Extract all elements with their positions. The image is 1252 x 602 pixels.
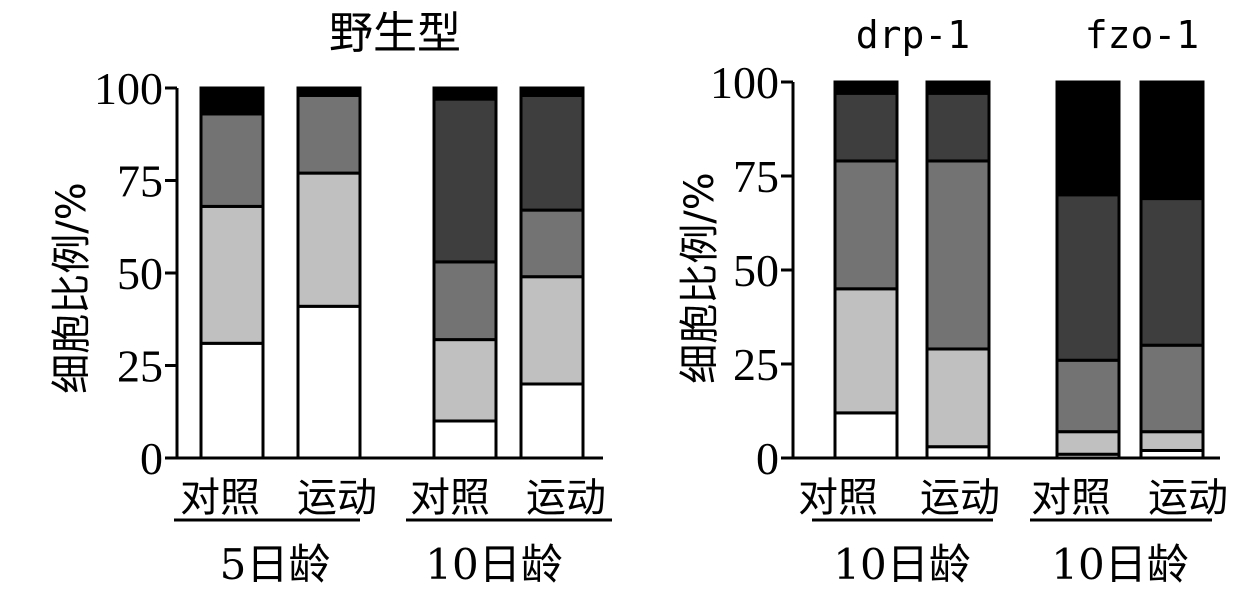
bar-segment <box>199 112 265 208</box>
category-label: 运动 <box>297 475 377 521</box>
group-label: 10日龄 <box>1051 540 1188 589</box>
y-tick-label: 100 <box>94 63 163 114</box>
chart-title: 野生型 <box>329 8 461 59</box>
category-label: 对照 <box>798 475 878 521</box>
group-label: 10日龄 <box>425 540 562 589</box>
bar-segment <box>432 260 498 342</box>
bar-segment <box>519 208 585 279</box>
y-tick-label: 50 <box>117 248 163 299</box>
panel-wild-type: 野生型 细胞比例/% 0 25 50 75 100 对照 运动 对照 运动 5日龄 10… <box>49 8 612 589</box>
y-tick-label: 75 <box>117 156 163 207</box>
bar-segment <box>833 91 899 163</box>
bar-segment <box>925 91 991 163</box>
bar-segment <box>1139 197 1205 347</box>
y-tick-label: 50 <box>733 245 779 296</box>
bar-segment <box>925 347 991 449</box>
y-tick-label: 100 <box>710 57 779 108</box>
bar-segment <box>199 204 265 345</box>
bar-segment <box>519 86 585 97</box>
bar-segment <box>1139 343 1205 434</box>
category-label: 对照 <box>410 475 490 521</box>
y-tick-label: 25 <box>733 339 779 390</box>
y-tick-label: 25 <box>117 341 163 392</box>
category-label: 对照 <box>1031 475 1111 521</box>
bar-segment <box>519 382 585 460</box>
y-ticks: 0 25 50 75 100 <box>94 63 177 484</box>
bar-segment <box>1055 193 1121 362</box>
bar-segment <box>1139 80 1205 201</box>
bar-segment <box>833 159 899 291</box>
bar-segment <box>925 445 991 460</box>
bar-segment <box>296 171 362 308</box>
group-label: 5日龄 <box>220 540 331 589</box>
category-label: 对照 <box>180 475 260 521</box>
bar-segment <box>199 86 265 116</box>
y-tick-label: 75 <box>733 151 779 202</box>
y-ticks: 0 25 50 75 100 <box>710 57 793 484</box>
group-label: 10日龄 <box>833 540 970 589</box>
panel-mutants: drp-1 fzo-1 细胞比例/% 0 25 50 75 100 对照 运动 对照 运… <box>677 13 1228 589</box>
bar-segment <box>296 93 362 175</box>
bar-segment <box>519 275 585 386</box>
bar-segment <box>833 411 899 460</box>
category-label: 运动 <box>526 475 606 521</box>
bar-segment <box>833 287 899 415</box>
bar-segment <box>833 80 899 95</box>
y-axis-label: 细胞比例/% <box>677 172 723 383</box>
subtitle-drp-1: drp-1 <box>856 13 970 57</box>
bar-segment <box>296 304 362 460</box>
bar-segment <box>432 86 498 101</box>
bar-segment <box>296 86 362 97</box>
bar-segment <box>1055 430 1121 456</box>
bar-segment <box>432 419 498 460</box>
category-label: 运动 <box>920 475 1000 521</box>
bar-segment <box>432 338 498 423</box>
bars <box>833 80 1205 460</box>
bar-segment <box>1055 358 1121 434</box>
bar-segment <box>1055 80 1121 197</box>
bar-segment <box>199 341 265 460</box>
bar-segment <box>432 97 498 264</box>
bars <box>199 86 585 460</box>
bar-segment <box>1139 430 1205 452</box>
bar-segment <box>519 93 585 212</box>
y-tick-label: 0 <box>756 433 779 484</box>
bar-segment <box>925 80 991 95</box>
category-label: 运动 <box>1148 475 1228 521</box>
bar-segment <box>925 159 991 351</box>
subtitle-fzo-1: fzo-1 <box>1085 13 1199 57</box>
y-axis-label: 细胞比例/% <box>49 182 95 393</box>
y-tick-label: 0 <box>140 433 163 484</box>
